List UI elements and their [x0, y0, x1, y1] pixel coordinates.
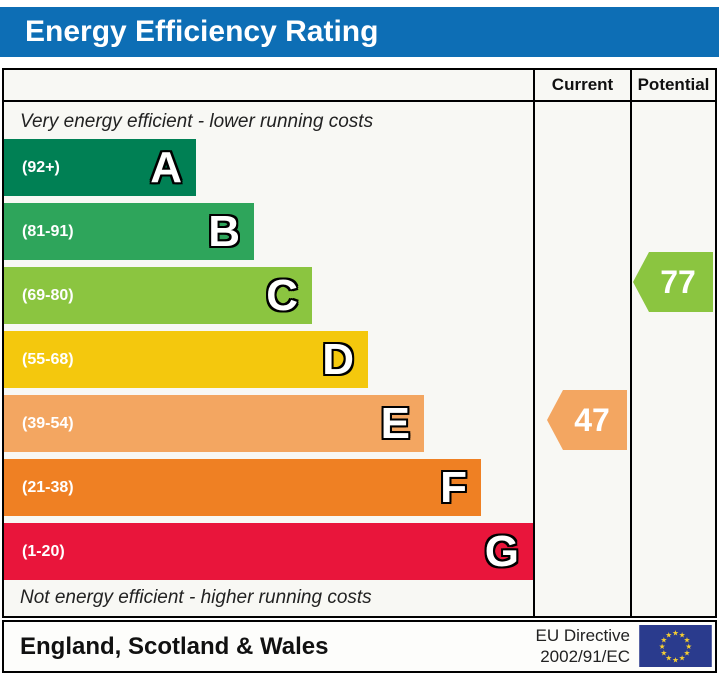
svg-text:★: ★ — [665, 654, 672, 663]
band-c-letter: C — [266, 271, 298, 320]
eu-directive-line2: 2002/91/EC — [540, 647, 630, 666]
band-d: (55-68) D — [4, 331, 368, 388]
svg-text:★: ★ — [679, 631, 686, 640]
current-rating-value: 47 — [574, 401, 610, 438]
band-a: (92+) A — [4, 139, 196, 196]
bottom-note: Not energy efficient - higher running co… — [20, 587, 372, 608]
footer-region-label: England, Scotland & Wales — [20, 633, 329, 660]
band-e-range: (39-54) — [22, 414, 74, 432]
band-c-range: (69-80) — [22, 286, 74, 304]
band-b: (81-91) B — [4, 203, 254, 260]
column-divider-current — [533, 70, 535, 616]
band-g-range: (1-20) — [22, 542, 65, 560]
current-rating-arrow: 47 — [547, 390, 627, 450]
svg-text:★: ★ — [661, 649, 668, 658]
band-b-letter: B — [208, 207, 240, 256]
band-d-range: (55-68) — [22, 350, 74, 368]
svg-text:★: ★ — [684, 649, 691, 658]
potential-column-header: Potential — [637, 75, 710, 94]
band-g-letter: G — [484, 527, 519, 576]
eu-flag-icon: ★ ★ ★ ★ ★ ★ ★ ★ ★ ★ ★ ★ — [639, 625, 712, 667]
svg-text:★: ★ — [679, 654, 686, 663]
svg-text:★: ★ — [659, 642, 666, 651]
svg-text:★: ★ — [685, 642, 692, 651]
header-divider — [4, 100, 715, 102]
eu-directive-label: EU Directive 2002/91/EC — [536, 625, 630, 667]
current-column-header: Current — [551, 75, 614, 94]
potential-rating-value: 77 — [660, 263, 696, 300]
band-f-range: (21-38) — [22, 478, 74, 496]
svg-text:★: ★ — [661, 635, 668, 644]
band-f-letter: F — [440, 463, 467, 512]
band-a-letter: A — [150, 143, 182, 192]
band-g: (1-20) G — [4, 523, 533, 580]
band-c: (69-80) C — [4, 267, 312, 324]
band-b-range: (81-91) — [22, 222, 74, 240]
svg-text:★: ★ — [672, 629, 679, 638]
svg-text:★: ★ — [665, 631, 672, 640]
band-f: (21-38) F — [4, 459, 481, 516]
page-title: Energy Efficiency Rating — [25, 15, 379, 48]
eu-directive-line1: EU Directive — [535, 626, 630, 645]
band-d-letter: D — [322, 335, 354, 384]
footer-bar: England, Scotland & Wales EU Directive 2… — [2, 620, 717, 673]
band-e-letter: E — [380, 399, 410, 448]
potential-rating-arrow: 77 — [633, 252, 713, 312]
band-a-range: (92+) — [22, 158, 60, 176]
band-e: (39-54) E — [4, 395, 424, 452]
column-divider-potential — [630, 70, 632, 616]
title-bar: Energy Efficiency Rating — [0, 7, 719, 57]
svg-text:★: ★ — [672, 655, 679, 664]
svg-text:★: ★ — [684, 635, 691, 644]
top-note: Very energy efficient - lower running co… — [20, 111, 374, 132]
rating-table: Current Potential Very energy efficient … — [2, 68, 717, 618]
